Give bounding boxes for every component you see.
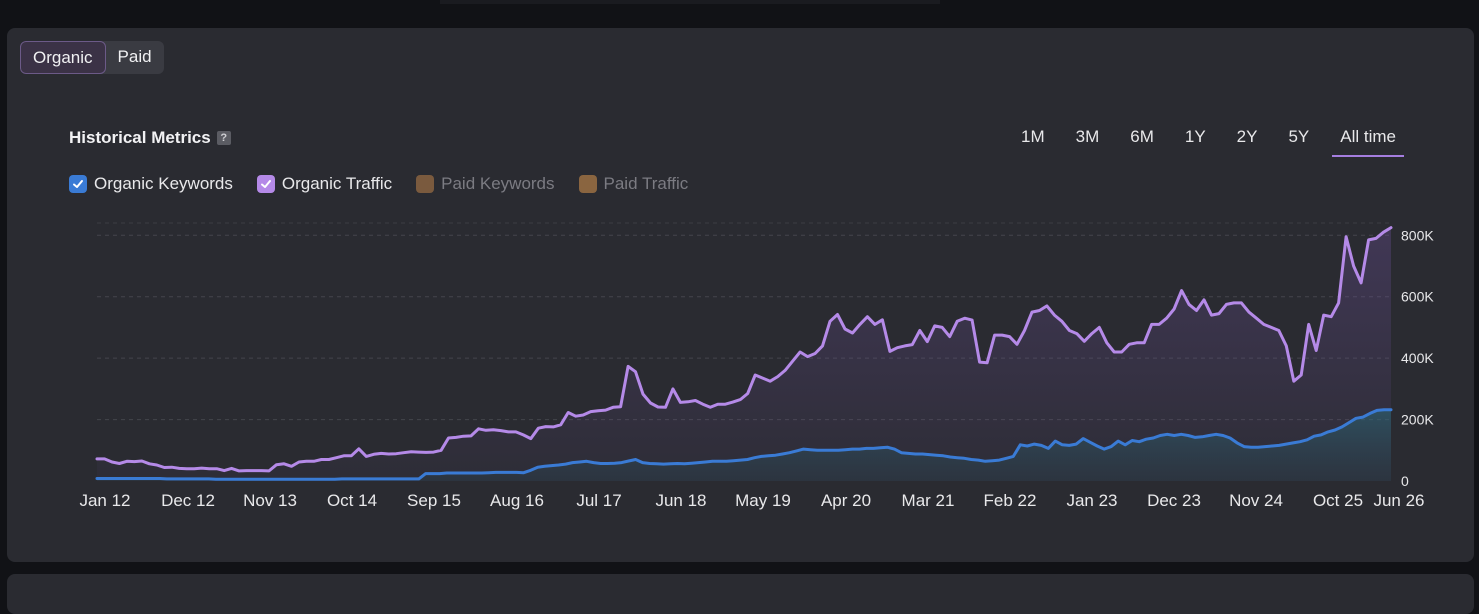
- legend-organic-keywords[interactable]: Organic Keywords: [69, 174, 233, 194]
- y-tick-label: 0: [1401, 473, 1409, 489]
- top-strip: [0, 0, 1479, 27]
- page-title: Historical Metrics ?: [69, 128, 231, 148]
- x-tick-label: Nov 24: [1229, 491, 1283, 510]
- range-3m[interactable]: 3M: [1075, 127, 1100, 146]
- organic-keywords-area: [97, 409, 1391, 481]
- x-tick-label: Jan 23: [1066, 491, 1117, 510]
- y-tick-label: 800K: [1401, 227, 1434, 243]
- x-tick-label: Oct 25: [1313, 491, 1363, 510]
- range-1m[interactable]: 1M: [1021, 127, 1045, 146]
- paid-keywords-checkbox-icon[interactable]: [416, 175, 435, 193]
- legend-label: Paid Keywords: [441, 174, 555, 193]
- title-text: Historical Metrics: [69, 128, 211, 147]
- historical-metrics-chart: 0 200K 400K 600K 800K Jan 12 Dec 12 Nov 13 Oct …: [79, 222, 1434, 510]
- organic-traffic-line: [95, 226, 1393, 473]
- x-tick-label: Jun 18: [655, 491, 706, 510]
- legend-label: Organic Keywords: [94, 174, 233, 193]
- organic-keywords-line: [95, 408, 1393, 481]
- organic-keywords-checkbox-icon[interactable]: [69, 175, 87, 193]
- x-tick-label: Feb 22: [984, 491, 1037, 510]
- chart-legend: Organic Keywords Organic Traffic Paid Ke…: [69, 174, 712, 194]
- range-1y[interactable]: 1Y: [1184, 127, 1206, 146]
- legend-label: Organic Traffic: [281, 174, 393, 193]
- range-2y[interactable]: 2Y: [1236, 127, 1258, 146]
- x-tick-label: Jan 12: [79, 491, 130, 510]
- historical-metrics-card: Organic Paid Historical Metrics ? 1M 3M …: [7, 28, 1474, 562]
- legend-organic-traffic[interactable]: Organic Traffic: [256, 174, 393, 194]
- range-6m[interactable]: 6M: [1130, 127, 1154, 146]
- x-tick-label: Dec 12: [161, 491, 215, 510]
- x-tick-label: Aug 16: [490, 491, 544, 510]
- tab-organic[interactable]: Organic: [20, 41, 106, 74]
- organic-paid-toggle: Organic Paid: [20, 41, 164, 74]
- x-tick-label: Sep 15: [407, 491, 461, 510]
- x-tick-label: Nov 13: [243, 491, 297, 510]
- x-tick-label: Mar 21: [902, 491, 955, 510]
- y-tick-label: 200K: [1401, 412, 1434, 428]
- y-tick-label: 400K: [1401, 350, 1434, 366]
- legend-paid-traffic[interactable]: Paid Traffic: [578, 174, 689, 194]
- organic-traffic-checkbox-icon[interactable]: [256, 175, 275, 193]
- legend-label: Paid Traffic: [603, 174, 689, 193]
- x-tick-label: Oct 14: [327, 491, 377, 510]
- x-tick-label: May 19: [735, 491, 791, 510]
- paid-traffic-checkbox-icon[interactable]: [578, 175, 597, 193]
- next-card: [7, 574, 1474, 614]
- legend-paid-keywords[interactable]: Paid Keywords: [416, 174, 555, 194]
- time-range-selector: 1M 3M 6M 1Y 2Y 5Y All time: [998, 126, 1404, 157]
- organic-traffic-area: [97, 227, 1391, 481]
- y-tick-label: 600K: [1401, 289, 1434, 305]
- x-tick-label: Jul 17: [576, 491, 621, 510]
- range-all-time[interactable]: All time: [1332, 126, 1404, 157]
- help-icon[interactable]: ?: [216, 131, 231, 145]
- x-tick-label: Apr 20: [821, 491, 871, 510]
- x-tick-label: Jun 26: [1373, 491, 1424, 510]
- tab-paid[interactable]: Paid: [117, 47, 152, 66]
- x-tick-label: Dec 23: [1147, 491, 1201, 510]
- range-5y[interactable]: 5Y: [1288, 127, 1310, 146]
